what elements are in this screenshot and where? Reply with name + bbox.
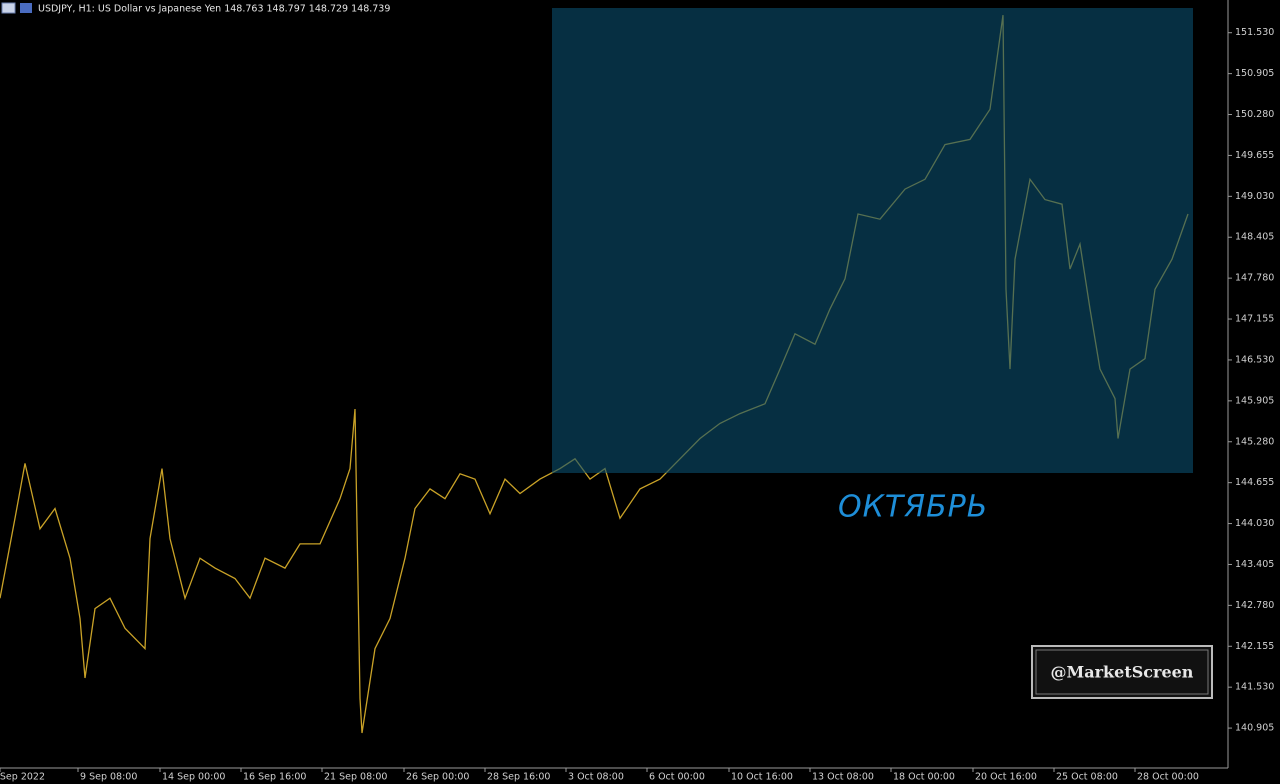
y-tick-label: 148.405 xyxy=(1235,232,1274,243)
y-tick-label: 145.280 xyxy=(1235,436,1274,447)
x-tick-label: 25 Oct 08:00 xyxy=(1056,772,1118,783)
watermark-box xyxy=(1035,649,1209,695)
x-tick-label: 9 Sep 08:00 xyxy=(80,772,137,783)
annotation: ОКТЯБРЬ xyxy=(838,490,988,525)
y-tick-label: 150.905 xyxy=(1235,68,1274,79)
x-tick-label: 5 Sep 2022 xyxy=(0,772,45,783)
x-tick-label: 26 Sep 00:00 xyxy=(406,772,469,783)
x-tick-label: 13 Oct 08:00 xyxy=(812,772,874,783)
y-tick-label: 146.530 xyxy=(1235,354,1274,365)
chart-title: USDJPY, H1: US Dollar vs Japanese Yen 14… xyxy=(38,4,390,15)
symbol-icon xyxy=(1,2,16,14)
x-tick-label: 16 Sep 16:00 xyxy=(243,772,306,783)
y-tick-label: 147.155 xyxy=(1235,314,1274,325)
y-tick-label: 144.030 xyxy=(1235,518,1274,529)
watermark-box xyxy=(1031,645,1213,699)
october-highlight xyxy=(552,8,1193,473)
y-tick-label: 142.155 xyxy=(1235,641,1274,652)
x-tick-label: 20 Oct 16:00 xyxy=(975,772,1037,783)
symbol-icon xyxy=(20,3,32,13)
x-tick-label: 28 Oct 00:00 xyxy=(1137,772,1199,783)
y-tick-label: 142.780 xyxy=(1235,600,1274,611)
x-tick-label: 21 Sep 08:00 xyxy=(324,772,387,783)
y-tick-label: 141.530 xyxy=(1235,682,1274,693)
x-tick-label: 28 Sep 16:00 xyxy=(487,772,550,783)
y-tick-label: 150.280 xyxy=(1235,109,1274,120)
x-tick-label: 3 Oct 08:00 xyxy=(568,772,624,783)
y-tick-label: 143.405 xyxy=(1235,559,1274,570)
watermark: @MarketScreen xyxy=(1051,663,1194,682)
y-tick-label: 149.655 xyxy=(1235,150,1274,161)
y-tick-label: 144.655 xyxy=(1235,477,1274,488)
x-tick-label: 18 Oct 00:00 xyxy=(893,772,955,783)
x-tick-label: 6 Oct 00:00 xyxy=(649,772,705,783)
y-tick-label: 145.905 xyxy=(1235,395,1274,406)
y-tick-label: 140.905 xyxy=(1235,723,1274,734)
x-tick-label: 14 Sep 00:00 xyxy=(162,772,225,783)
y-tick-label: 147.780 xyxy=(1235,273,1274,284)
y-tick-label: 149.030 xyxy=(1235,191,1274,202)
y-tick-label: 151.530 xyxy=(1235,27,1274,38)
x-tick-label: 10 Oct 16:00 xyxy=(731,772,793,783)
